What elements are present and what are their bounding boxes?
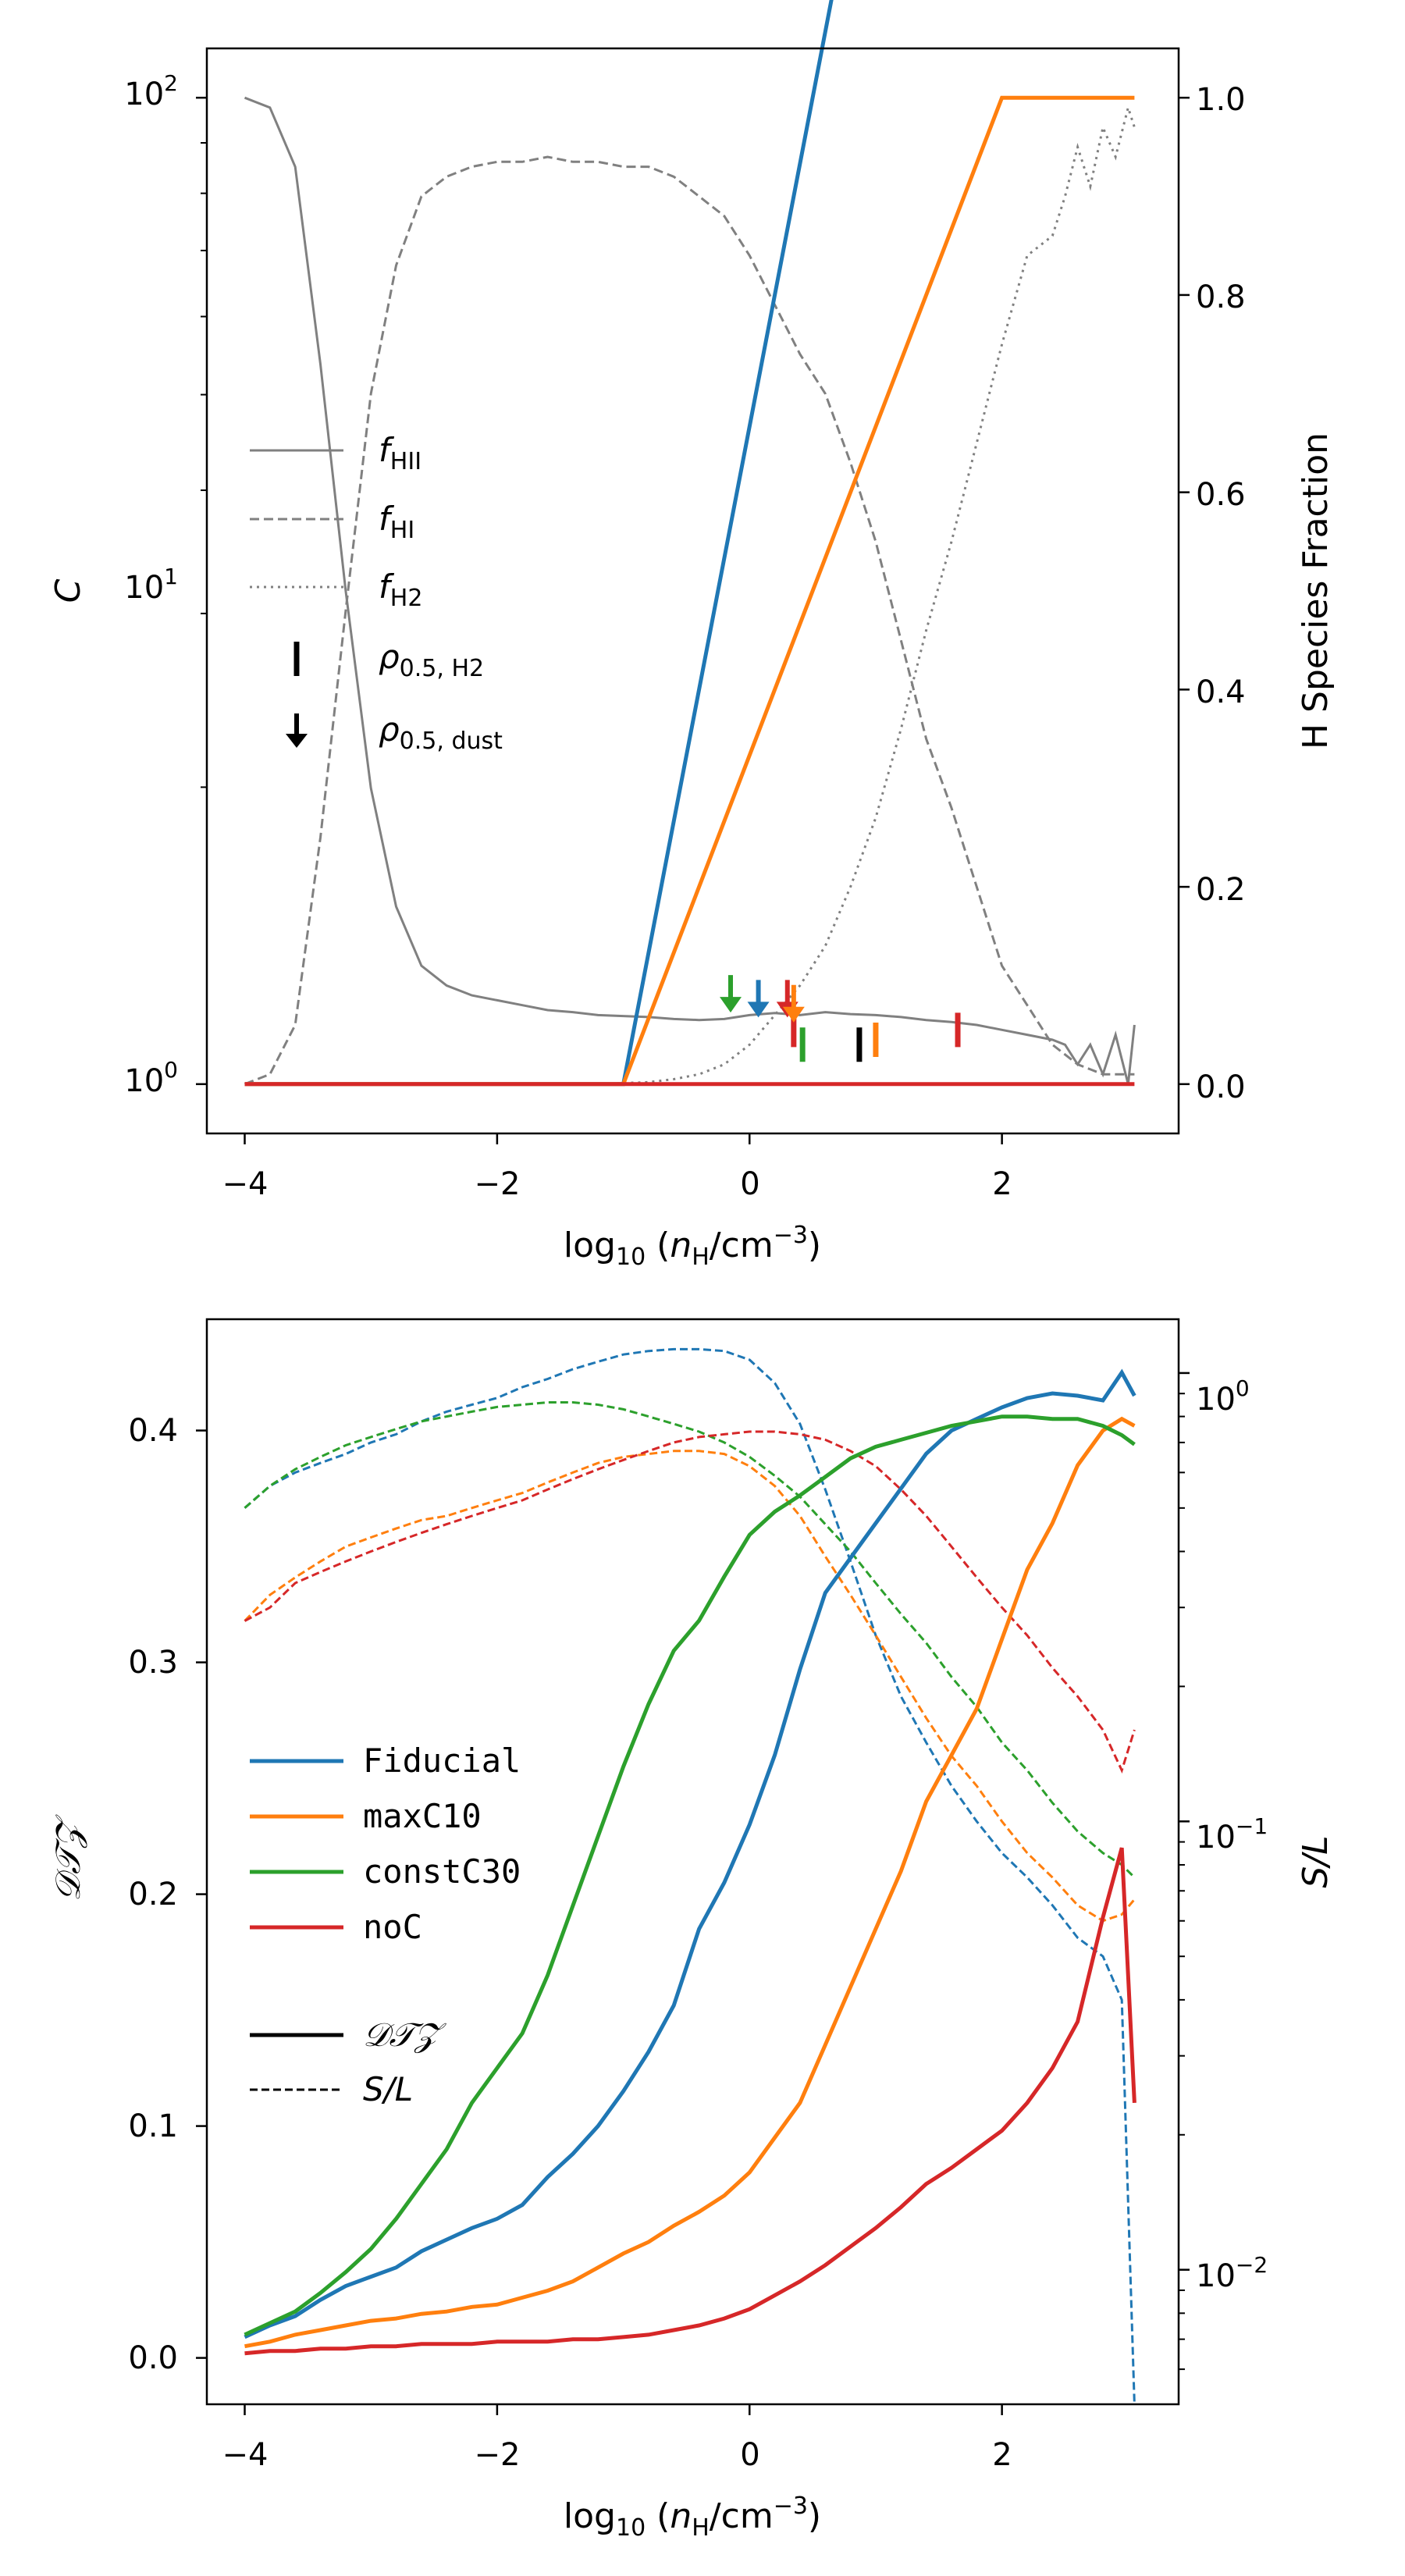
bottom-y-left-axis-label: 𝒟𝒯𝒵 [48, 1813, 88, 1902]
top-marker-arrow-head-6 [747, 1002, 770, 1018]
top-legend-handle-arrow [286, 713, 308, 748]
bottom-plot-area [244, 1347, 1136, 2405]
bottom-series-sl-noc [244, 1430, 1136, 1774]
top-plot-area [244, 0, 1136, 1087]
bottom-legend-label-noc: noC [363, 1908, 422, 1946]
top-x-tick-label-3: 2 [992, 1166, 1012, 1202]
bottom-series-sl-fiducial [244, 1347, 1136, 2405]
top-y-left-tick-label-0: 100 [124, 1057, 178, 1099]
bottom-y-right-tick-label-0: 10−2 [1196, 2252, 1268, 2294]
bottom-series-dtz-constc30 [244, 1414, 1136, 2337]
bottom-legend-label-sl: S/L [363, 2070, 413, 2108]
bottom-legend-label-fiducial: Fiducial [363, 1742, 521, 1780]
bottom-y-left-tick-label-3: 0.3 [128, 1645, 178, 1681]
top-legend-label-h2: fH2 [379, 568, 422, 612]
top-series-f-h2 [244, 103, 1136, 1086]
bottom-series-dtz-fiducial [244, 1368, 1136, 2339]
bottom-y-right-tick-label-2: 100 [1196, 1375, 1250, 1418]
top-y-right-tick-label-3: 0.6 [1196, 477, 1246, 513]
bottom-legend-label-dtz: 𝒟𝒯𝒵 [363, 2016, 447, 2054]
bottom-x-axis-label: log10 (nH/cm−3) [564, 2492, 821, 2542]
top-y-right-tick-label-4: 0.8 [1196, 279, 1246, 315]
top-marker-arrow-8 [782, 984, 805, 1023]
bottom-x-tick-label-2: 0 [740, 2437, 759, 2473]
top-legend-label-rho-h2: ρ0.5, H2 [379, 638, 484, 682]
bottom-y-left-tick-label-1: 0.1 [128, 2108, 178, 2144]
bottom-y-left-tick-label-0: 0.0 [128, 2340, 178, 2376]
top-axes-frame [205, 47, 1180, 1135]
bottom-legend-label-maxc10: maxC10 [363, 1797, 482, 1835]
top-ticks [196, 96, 1190, 1144]
top-y-right-axis-label: H Species Fraction [1296, 432, 1336, 749]
bottom-y-left-tick-label-4: 0.4 [128, 1413, 178, 1449]
bottom-series-dtz-maxc10 [244, 1416, 1136, 2349]
bottom-x-tick-label-0: −4 [222, 2437, 269, 2473]
bottom-x-tick-label-3: 2 [992, 2437, 1012, 2473]
top-x-axis-label: log10 (nH/cm−3) [564, 1222, 821, 1271]
top-y-right-tick-label-2: 0.4 [1196, 674, 1246, 710]
top-y-right-tick-label-5: 1.0 [1196, 82, 1246, 118]
bottom-chart: 0.0 0.1 0.2 0.3 0.4 10−2 10−1 100 −4 −2 … [48, 1318, 1336, 2542]
top-marker-arrow-head-8 [782, 1006, 805, 1023]
top-legend-label-hi: fHI [379, 500, 414, 544]
bottom-y-left-tick-label-2: 0.2 [128, 1877, 178, 1912]
top-y-right-tick-label-1: 0.2 [1196, 872, 1246, 908]
bottom-legend: Fiducial maxC10 constC30 noC 𝒟𝒯𝒵 S/L [250, 1742, 521, 2108]
top-chart: 100 101 102 0.0 0.2 0.4 0.6 0.8 1.0 −4 −… [48, 0, 1336, 1271]
top-marker-arrow-5 [720, 975, 742, 1013]
bottom-series-sl-constc30 [244, 1401, 1136, 1879]
top-series-f-hii [244, 96, 1136, 1085]
bottom-legend-label-constc30: constC30 [363, 1852, 521, 1891]
top-series-f-hi [244, 155, 1135, 1086]
top-legend: fHII fHI fH2 ρ0.5, H2 ρ0.5, dust [250, 431, 503, 755]
bottom-x-tick-label-1: −2 [475, 2437, 521, 2473]
top-x-tick-label-2: 0 [740, 1166, 759, 1202]
top-x-tick-label-1: −2 [475, 1166, 521, 1202]
bottom-y-right-tick-label-1: 10−1 [1196, 1813, 1268, 1856]
top-marker-arrow-6 [747, 980, 770, 1018]
bottom-series-dtz-noc [244, 1847, 1136, 2356]
top-y-left-axis-label: C [48, 578, 88, 603]
top-marker-arrow-head-5 [720, 997, 742, 1013]
top-x-tick-label-0: −4 [222, 1166, 269, 1202]
bottom-ticks [196, 1372, 1190, 2415]
bottom-series-sl-maxc10 [244, 1450, 1136, 1923]
top-y-left-tick-label-2: 102 [124, 70, 178, 112]
bottom-axes-frame [205, 1318, 1180, 2406]
bottom-y-right-axis-label: S/L [1296, 1835, 1336, 1888]
top-y-right-tick-label-0: 0.0 [1196, 1069, 1246, 1105]
top-legend-label-rho-dust: ρ0.5, dust [379, 710, 503, 755]
top-y-left-tick-label-1: 101 [124, 564, 178, 606]
